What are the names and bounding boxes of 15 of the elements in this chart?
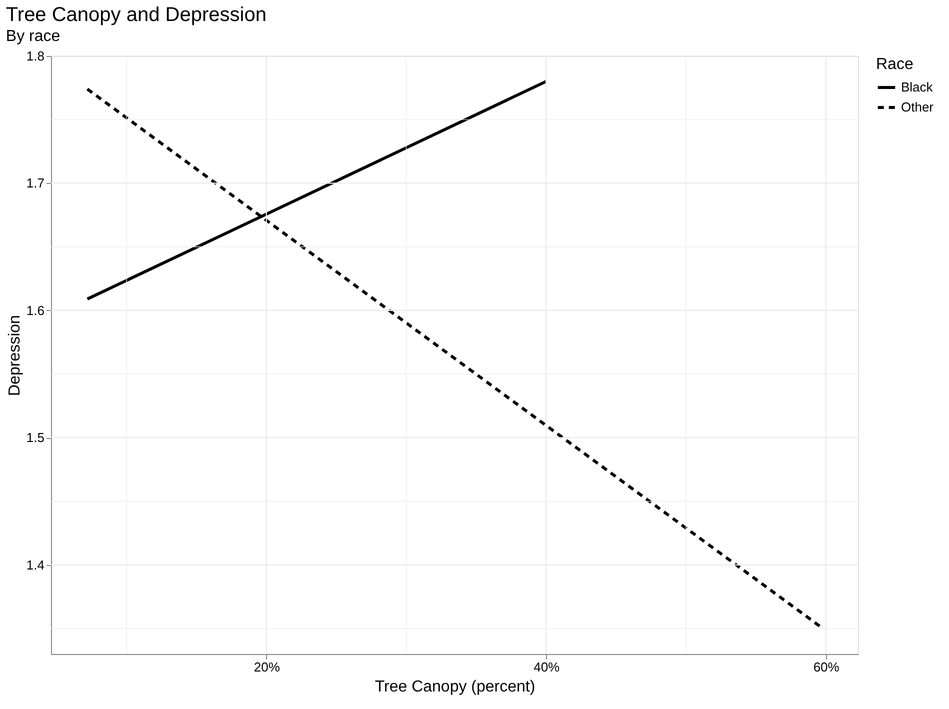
- y-tick-label: 1.5: [26, 430, 44, 446]
- legend-title: Race: [876, 56, 914, 73]
- x-tick-label: 60%: [813, 660, 840, 674]
- chart-title: Tree Canopy and Depression: [6, 4, 266, 26]
- chart-subtitle: By race: [6, 28, 60, 45]
- y-tick-label: 1.7: [26, 176, 44, 191]
- y-tick-label: 1.6: [26, 302, 44, 318]
- legend-label: Other: [901, 100, 934, 114]
- x-axis-title: Tree Canopy (percent): [374, 678, 536, 696]
- y-axis-title: Depression: [6, 315, 24, 396]
- x-tick-label: 20%: [254, 660, 280, 674]
- legend-label: Black: [901, 80, 934, 94]
- x-tick-label: 40%: [534, 660, 560, 674]
- y-tick-label: 1.4: [26, 557, 44, 572]
- y-tick-label: 1.8: [26, 48, 44, 64]
